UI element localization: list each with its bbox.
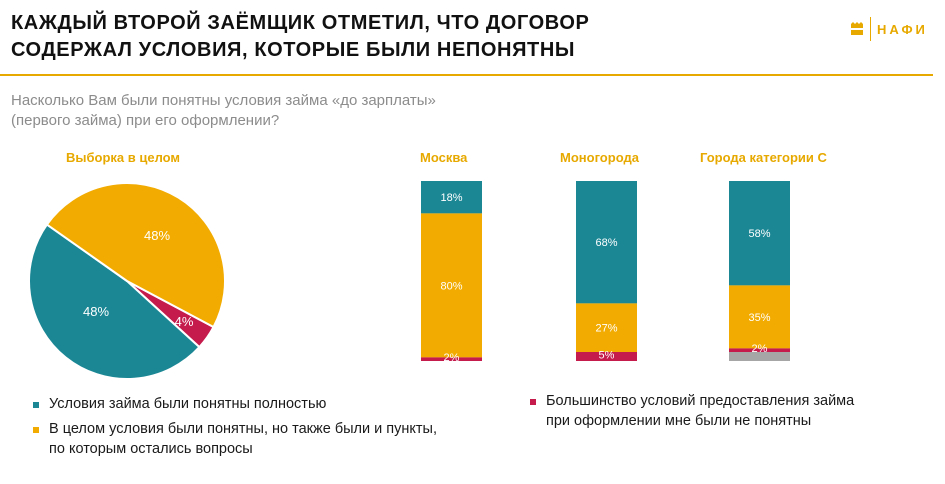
legend-label-partial-line1: В целом условия были понятны, но также б… [49,421,437,437]
bar-label-moscow-full: 18% [440,192,462,204]
bar-label-moscow-partial: 80% [440,280,462,292]
bar-c-cities-partial [729,285,790,349]
legend-item-full: Условия займа были понятны полностью [33,394,513,414]
legend-label-partial-line2: по которым остались вопросы [49,441,253,457]
pie-chart-title: Выборка в целом [66,150,181,165]
legend-marker-teal [33,402,39,408]
bar-c-cities-other [729,352,790,361]
page-title-line2: СОДЕРЖАЛ УСЛОВИЯ, КОТОРЫЕ БЫЛИ НЕПОНЯТНЫ [11,39,576,61]
bar-label-monotowns-partial: 27% [595,323,617,335]
nafi-logo: НАФИ [850,16,928,42]
bar-moscow-none [421,357,482,361]
bar-moscow-full [421,181,482,214]
pie-slice-partial [45,182,226,329]
bar-label-monotowns-full: 68% [595,237,617,249]
legend-marker-crimson [530,399,536,405]
bar-category-monotowns: Моногорода [560,150,639,165]
bar-label-monotowns-none: 5% [599,350,615,362]
stacked-bar-chart: 18%80%2%68%27%5%58%35%2% [421,181,790,364]
legend-label-none-line2: при оформлении мне были не понятны [546,413,812,429]
bar-category-moscow: Москва [420,150,468,165]
pie-label-full: 48% [83,304,109,319]
legend-marker-yellow [33,427,39,433]
logo-text: НАФИ [877,21,928,37]
bar-category-c-cities: Города категории С [700,150,827,165]
pie-label-partial: 48% [144,228,170,243]
bar-label-c-cities-full: 58% [748,228,770,240]
legend-label-full: Условия займа были понятны полностью [49,396,327,412]
page-title-line1: КАЖДЫЙ ВТОРОЙ ЗАЁМЩИК ОТМЕТИЛ, ЧТО ДОГОВ… [11,12,590,34]
bar-label-c-cities-partial: 35% [748,312,770,324]
survey-question: Насколько Вам были понятны условия займа… [11,91,531,131]
bar-monotowns-full [576,181,637,304]
legend-item-none: Большинство условий предоставления займа… [530,391,930,431]
bar-c-cities-none [729,348,790,352]
survey-question-line1: Насколько Вам были понятны условия займа… [11,92,436,109]
bar-moscow-partial [421,213,482,358]
header-divider [0,74,933,76]
logo-separator [870,17,871,41]
page-title: КАЖДЫЙ ВТОРОЙ ЗАЁМЩИК ОТМЕТИЛ, ЧТО ДОГОВ… [11,10,811,64]
survey-question-line2: (первого займа) при его оформлении? [11,112,280,129]
legend-item-partial: В целом условия были понятны, но также б… [33,419,513,459]
pie-chart: 4% 48% 48% [28,182,226,380]
legend-label-none-line1: Большинство условий предоставления займа [546,393,855,409]
bar-monotowns-partial [576,303,637,352]
bar-c-cities-full [729,181,790,286]
logo-mark-icon [851,22,863,35]
bar-label-moscow-none: 2% [444,352,460,364]
bar-monotowns-none [576,352,637,361]
pie-label-none: 4% [175,314,194,329]
pie-slice-full [28,223,201,380]
